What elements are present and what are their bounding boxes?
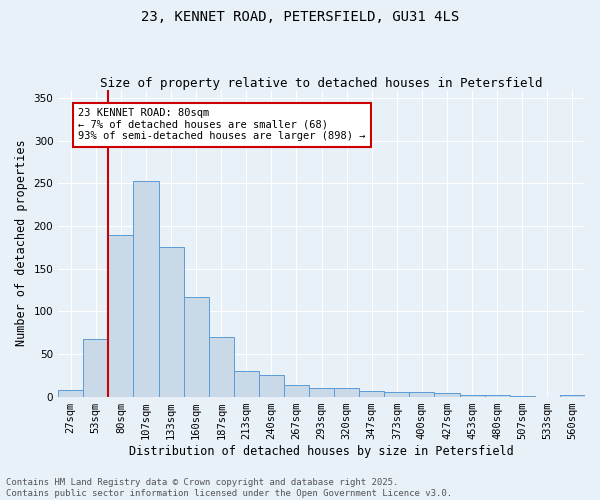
Bar <box>109 234 133 396</box>
Text: 23, KENNET ROAD, PETERSFIELD, GU31 4LS: 23, KENNET ROAD, PETERSFIELD, GU31 4LS <box>141 10 459 24</box>
Bar <box>158 248 184 396</box>
Bar <box>334 388 359 396</box>
Bar <box>560 395 585 396</box>
Title: Size of property relative to detached houses in Petersfield: Size of property relative to detached ho… <box>100 76 543 90</box>
X-axis label: Distribution of detached houses by size in Petersfield: Distribution of detached houses by size … <box>129 444 514 458</box>
Bar <box>460 395 485 396</box>
Bar <box>184 297 209 396</box>
Bar <box>133 181 158 396</box>
Bar <box>409 392 434 396</box>
Bar <box>83 340 109 396</box>
Bar <box>259 376 284 396</box>
Bar <box>309 388 334 396</box>
Y-axis label: Number of detached properties: Number of detached properties <box>15 140 28 346</box>
Bar <box>434 393 460 396</box>
Text: Contains HM Land Registry data © Crown copyright and database right 2025.
Contai: Contains HM Land Registry data © Crown c… <box>6 478 452 498</box>
Bar <box>284 386 309 396</box>
Text: 23 KENNET ROAD: 80sqm
← 7% of detached houses are smaller (68)
93% of semi-detac: 23 KENNET ROAD: 80sqm ← 7% of detached h… <box>78 108 366 142</box>
Bar <box>234 371 259 396</box>
Bar <box>359 392 385 396</box>
Bar <box>385 392 409 396</box>
Bar <box>58 390 83 396</box>
Bar <box>485 395 510 396</box>
Bar <box>209 337 234 396</box>
